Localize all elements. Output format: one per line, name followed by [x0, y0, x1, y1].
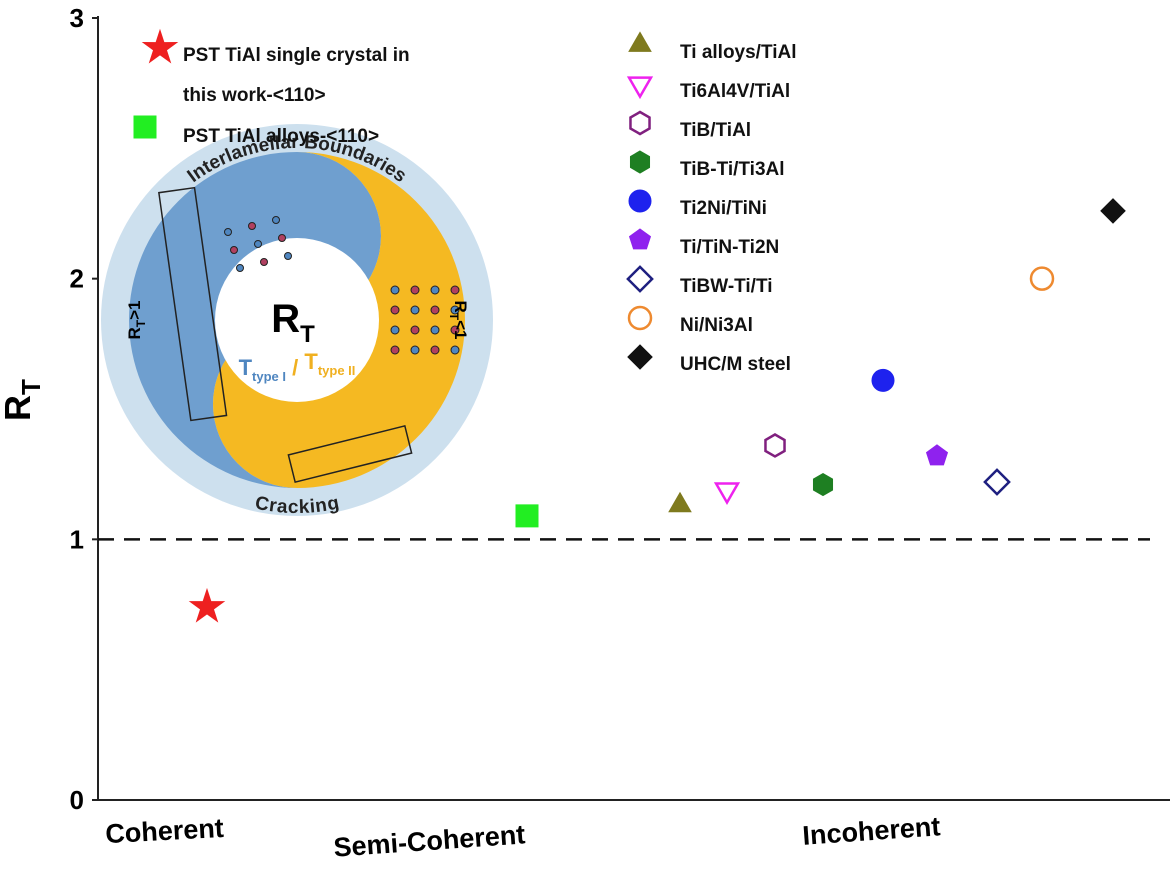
marker — [983, 468, 1011, 496]
atom — [278, 234, 286, 242]
x-group-label: Coherent — [105, 813, 225, 849]
crystal-plate — [287, 424, 413, 484]
atom — [230, 246, 238, 254]
inset-side-label: RT>1 — [125, 300, 148, 339]
x-group-label: Incoherent — [801, 811, 941, 851]
marker — [871, 368, 895, 392]
legend-marker — [626, 76, 654, 100]
text-part: R — [125, 327, 144, 339]
legend-marker — [627, 344, 653, 370]
inset-side-label: RT<1 — [447, 300, 470, 339]
atom — [390, 285, 400, 295]
y-tick-label: 3 — [70, 3, 84, 33]
legend-marker — [628, 31, 652, 52]
legend-label: Ti/TiN-Ti2N — [680, 237, 780, 258]
legend-marker — [133, 115, 157, 139]
legend-marker — [629, 110, 651, 136]
legend-label: TiB-Ti/Ti3Al — [680, 159, 785, 180]
atom — [450, 325, 460, 335]
legend-label: Ti alloys/TiAl — [680, 42, 797, 63]
legend-label: Ti6Al4V/TiAl — [680, 81, 791, 102]
atom — [430, 325, 440, 335]
text-part: R — [0, 395, 38, 421]
atom — [284, 252, 292, 260]
legend-marker — [627, 305, 653, 331]
atom — [224, 228, 232, 236]
legend-marker — [629, 150, 651, 174]
marker — [188, 587, 226, 623]
atom — [390, 345, 400, 355]
legend-label: PST TiAl alloys-<110> — [183, 126, 380, 147]
y-tick-label: 2 — [70, 264, 84, 294]
text-part: type II — [318, 363, 356, 378]
marker — [668, 491, 692, 513]
atom — [254, 240, 262, 248]
atom — [450, 285, 460, 295]
atom — [430, 285, 440, 295]
atom — [410, 305, 420, 315]
legend-label: UHC/M steel — [680, 354, 791, 375]
text-part: R — [451, 300, 470, 312]
atom — [410, 325, 420, 335]
crystal-rod — [158, 186, 228, 422]
atom — [236, 264, 244, 272]
marker — [764, 433, 786, 458]
marker — [515, 504, 539, 528]
atom — [450, 345, 460, 355]
atom — [450, 305, 460, 315]
x-group-label: Semi-Coherent — [333, 819, 527, 862]
text-part: / — [286, 355, 304, 380]
marker — [812, 473, 834, 497]
legend-label: TiB/TiAl — [680, 120, 752, 141]
legend-marker — [626, 265, 654, 293]
atom — [272, 216, 280, 224]
legend-label: Ni/Ni3Al — [680, 315, 753, 336]
text-part: T — [300, 321, 315, 348]
text-part: T — [447, 313, 461, 321]
text-part: T — [134, 319, 148, 327]
legend-marker — [628, 228, 652, 250]
marker — [713, 482, 741, 505]
text-part: >1 — [125, 300, 144, 319]
atom — [410, 345, 420, 355]
legend-marker — [141, 28, 179, 64]
atom — [248, 222, 256, 230]
y-tick-label: 0 — [70, 785, 84, 815]
marker — [1100, 198, 1126, 224]
legend-label: PST TiAl single crystal in this work-<11… — [183, 45, 410, 106]
atom — [430, 345, 440, 355]
text-part: R — [271, 297, 300, 341]
y-tick-label: 1 — [70, 524, 84, 554]
legend-marker — [628, 189, 652, 213]
inset-ratio: Ttype I / Ttype II — [239, 349, 356, 384]
marker — [925, 444, 949, 466]
atom — [410, 285, 420, 295]
text-part: T — [239, 355, 253, 380]
legend-label: TiBW-Ti/Ti — [680, 276, 773, 297]
inset-center — [215, 238, 379, 402]
inset-center-label: RT — [271, 297, 315, 348]
text-part: T — [304, 349, 318, 374]
y-axis-label: RT — [0, 379, 46, 421]
text-part: T — [16, 379, 46, 395]
text-part: type I — [252, 369, 286, 384]
marker — [1029, 266, 1055, 291]
atom — [390, 305, 400, 315]
atom — [390, 325, 400, 335]
text-part: <1 — [451, 320, 470, 339]
atom — [430, 305, 440, 315]
legend-label: Ti2Ni/TiNi — [680, 198, 767, 219]
atom — [260, 258, 268, 266]
